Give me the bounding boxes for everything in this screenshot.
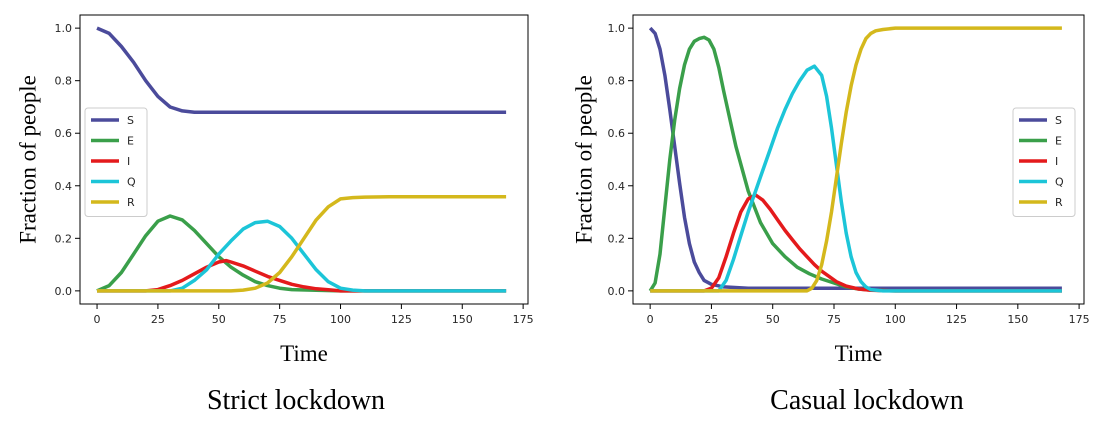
legend-label-r: R — [127, 196, 135, 209]
series-line-r — [97, 195, 507, 293]
x-tick-label: 75 — [273, 313, 287, 326]
plot-frame — [79, 14, 529, 305]
series-line-s — [648, 26, 1062, 290]
legend-label-q: Q — [127, 176, 136, 189]
series-line-q — [97, 219, 507, 293]
y-tick-label: 0.0 — [55, 285, 73, 298]
x-tick-label: 0 — [94, 313, 101, 326]
y-tick-label: 0.4 — [608, 180, 626, 193]
x-axis-label: Time — [835, 341, 883, 366]
legend-label-i: I — [127, 155, 130, 168]
x-tick-label: 50 — [212, 313, 226, 326]
casual-lockdown-panel: Casual lockdown 0 25 50 75 100 125 150 175 0.0 0.… — [572, 14, 1090, 416]
y-tick-label: 0.0 — [608, 285, 626, 298]
series-line-e — [648, 35, 1062, 293]
legend-label-s: S — [1055, 114, 1062, 127]
x-tick-label: 25 — [704, 313, 718, 326]
legend-label-i: I — [1055, 155, 1058, 168]
y-tick-label: 1.0 — [55, 22, 73, 35]
series-line-r — [650, 26, 1062, 293]
y-tick-label: 0.2 — [608, 232, 626, 245]
plot-frame — [632, 14, 1085, 305]
x-tick-label: 150 — [1007, 313, 1028, 326]
y-tick-label: 0.8 — [608, 75, 626, 88]
x-tick-label: 125 — [946, 313, 967, 326]
x-axis-label: Time — [280, 341, 328, 366]
strict-lockdown-panel: Strict lockdown 0 25 50 75 100 125 150 175 0.0 0.… — [16, 14, 534, 416]
casual-lockdown-caption: Casual lockdown — [770, 385, 964, 416]
y-tick-label: 0.6 — [608, 127, 626, 140]
series-line-s — [96, 26, 507, 114]
x-tick-label: 100 — [885, 313, 906, 326]
x-tick-label: 25 — [151, 313, 165, 326]
x-tick-label: 75 — [827, 313, 841, 326]
series-line-i — [650, 193, 1062, 293]
y-tick-label: 0.6 — [55, 127, 73, 140]
y-tick-label: 0.4 — [55, 180, 73, 193]
y-tick-label: 1.0 — [608, 22, 626, 35]
legend-label-r: R — [1055, 196, 1063, 209]
x-tick-label: 125 — [391, 313, 412, 326]
y-axis-label: Fraction of people — [16, 75, 41, 244]
legend-label-e: E — [1055, 135, 1062, 148]
x-tick-label: 150 — [452, 313, 473, 326]
series-line-i — [97, 258, 507, 293]
strict-lockdown-caption: Strict lockdown — [207, 385, 385, 416]
series-line-q — [650, 64, 1062, 293]
y-tick-label: 0.8 — [55, 75, 73, 88]
legend-label-e: E — [127, 135, 134, 148]
x-tick-label: 175 — [1069, 313, 1090, 326]
y-axis-label: Fraction of people — [572, 75, 597, 244]
y-tick-label: 0.2 — [55, 232, 73, 245]
series-line-e — [96, 214, 507, 293]
x-tick-label: 0 — [647, 313, 654, 326]
x-tick-label: 100 — [330, 313, 351, 326]
legend-label-s: S — [127, 114, 134, 127]
legend-label-q: Q — [1055, 176, 1064, 189]
x-tick-label: 50 — [766, 313, 780, 326]
x-tick-label: 175 — [513, 313, 534, 326]
